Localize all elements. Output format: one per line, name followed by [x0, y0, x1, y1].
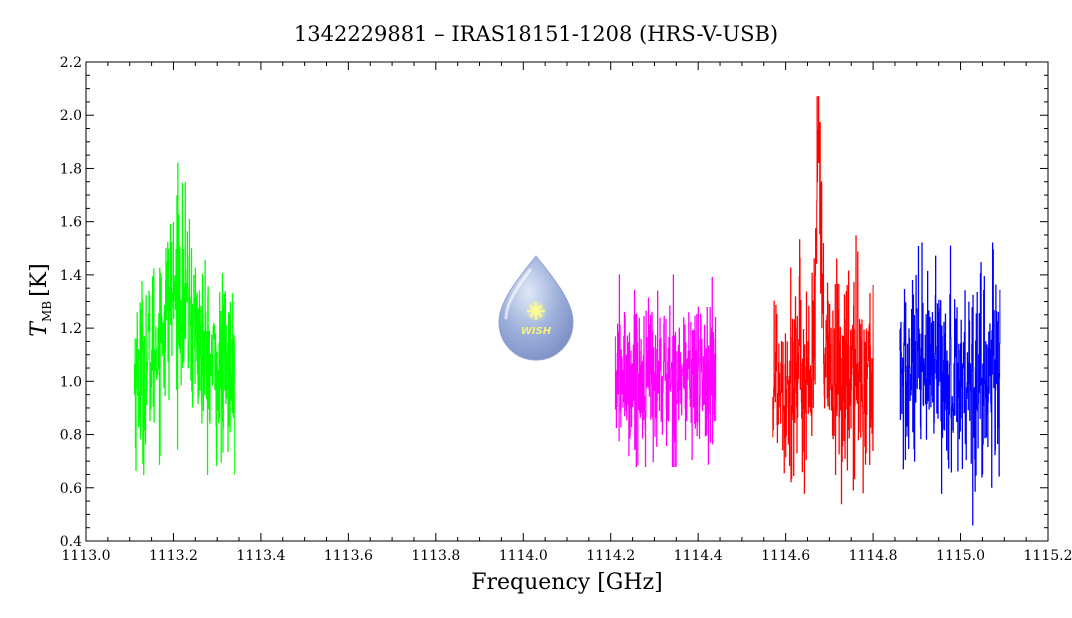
- y-tick-label: 1.2: [60, 321, 82, 337]
- x-tick-label: 1115.2: [1024, 548, 1072, 564]
- x-tick-label: 1113.8: [411, 548, 460, 564]
- y-axis-label-sub: MB: [40, 301, 54, 322]
- x-tick-label: 1114.0: [499, 548, 548, 564]
- x-tick-label: 1114.8: [849, 548, 898, 564]
- y-tick-label: 0.6: [60, 481, 82, 497]
- y-tick-label: 1.8: [60, 161, 82, 177]
- x-tick-label: 1113.0: [62, 548, 111, 564]
- x-tick-label: 1114.4: [674, 548, 723, 564]
- spectrum-series-3: [772, 96, 874, 505]
- y-axis-ticks: 0.4 0.6 0.8 1.0 1.2 1.4 1.6 1.8 2.0 2.2: [60, 55, 1048, 550]
- y-tick-label: 2.2: [60, 55, 82, 71]
- spectrum-series-2: [614, 274, 717, 467]
- spectrum-series-1: [133, 162, 236, 475]
- series-layer: [133, 96, 1001, 526]
- y-axis-label-main: T: [27, 320, 52, 337]
- y-axis-label-unit: [K]: [27, 263, 52, 297]
- svg-text:TMB[K]: TMB [K]: [27, 263, 54, 336]
- y-tick-label: 2.0: [60, 108, 82, 124]
- x-tick-label: 1113.2: [149, 548, 198, 564]
- logo-text: WISH: [521, 326, 552, 337]
- x-tick-label: 1114.2: [586, 548, 635, 564]
- x-axis-label: Frequency [GHz]: [471, 570, 663, 595]
- y-tick-label: 1.4: [60, 268, 82, 284]
- y-axis-label: TMB [K]: [27, 263, 54, 336]
- x-tick-label: 1113.6: [324, 548, 373, 564]
- y-tick-label: 1.0: [60, 374, 82, 390]
- x-axis-ticks: 1113.0 1113.2 1113.4 1113.6 1113.8 1114.0 1114…: [62, 62, 1072, 564]
- chart-title: 1342229881 – IRAS18151-1208 (HRS-V-USB): [294, 22, 778, 46]
- y-tick-label: 0.8: [60, 428, 82, 444]
- spectrum-series-4: [899, 242, 1001, 526]
- x-tick-label: 1113.4: [236, 548, 285, 564]
- y-tick-label: 0.4: [60, 534, 82, 550]
- y-tick-label: 1.6: [60, 215, 82, 231]
- wish-logo: WISH: [498, 255, 574, 361]
- x-tick-label: 1114.6: [761, 548, 810, 564]
- x-tick-label: 1115.0: [936, 548, 985, 564]
- star-icon: [527, 302, 545, 320]
